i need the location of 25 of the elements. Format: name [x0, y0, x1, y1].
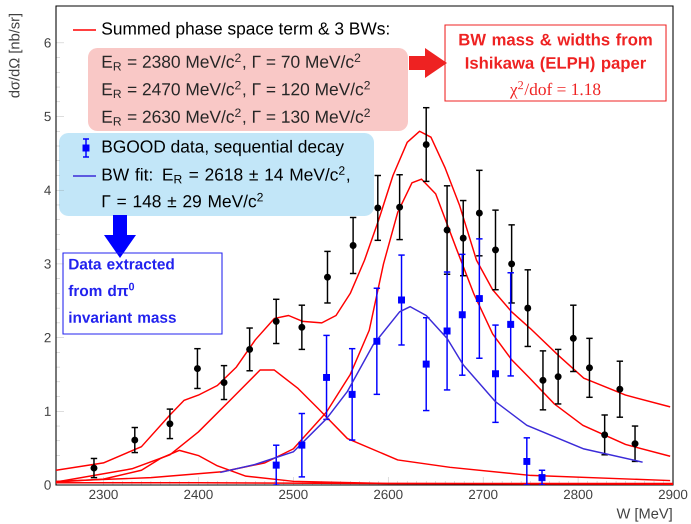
y-axis-title: dσ/dΩ [nb/sr] — [8, 14, 22, 98]
x-tick-label: 2500 — [279, 490, 308, 500]
annotation: χ$^{2}$/dof = 1.18 — [510, 81, 600, 99]
legend-label: Summed phase space term & 3 BWs: — [102, 22, 389, 38]
x-tick-label: 2700 — [468, 490, 498, 500]
x-tick-label: 2400 — [184, 490, 213, 500]
y-tick-label: 0 — [44, 480, 51, 490]
y-tick-label: 2 — [44, 332, 51, 342]
x-tick-label: 2300 — [89, 490, 118, 500]
annotation: BW mass & widths from Ishikawa (ELPH) paper — [459, 33, 652, 72]
x-tick-label: 2600 — [374, 490, 403, 500]
y-tick-label: 3 — [44, 259, 51, 269]
y-tick-label: 1 — [44, 406, 51, 416]
y-tick-label: 4 — [44, 186, 51, 195]
legend-label: BGOOD data, sequential decay — [102, 140, 344, 156]
y-tick-label: 5 — [44, 112, 51, 122]
annotation: E$_{R}$ = 2380 MeV/c$^{2}$, Γ = 70 MeV/c$^{2}$ — [102, 53, 360, 71]
text: BW fit: E$_{R}$ = 2618 ± 14 MeV/c$^{2}$, Γ = 148 ± 29 MeV/c$^{2}$ — [102, 166, 350, 208]
annotation: E$_{R}$ = 2470 MeV/c$^{2}$, Γ = 120 MeV/c$^{2}$ — [102, 80, 370, 98]
x-axis-title: W [MeV] — [616, 508, 672, 522]
y-tick-label: 6 — [44, 38, 51, 48]
x-tick-label: 2900 — [658, 490, 688, 500]
annotation: E$_{R}$ = 2630 MeV/c$^{2}$, Γ = 130 MeV/c$^{2}$ — [102, 108, 370, 126]
text: Data extracted from dπ$^{0}$ invariant mass — [68, 258, 176, 323]
x-tick-label: 2800 — [564, 490, 592, 500]
